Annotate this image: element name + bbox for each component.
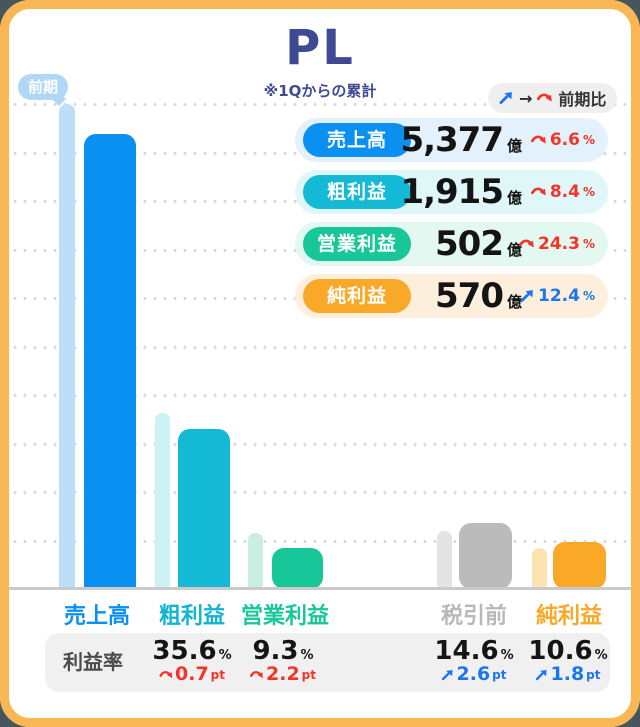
margin-row-label: 利益率 [63,650,123,674]
metric-pill-net-profit: 純利益 [303,279,411,313]
metric-value: 1,915 [400,172,504,212]
legend-prev-comparison-badge: → 前期比 [488,83,618,113]
metric-value: 502 [435,224,504,264]
page-subtitle: ※1Qからの累計 [263,82,377,100]
axis-label-sales: 売上高 [63,604,131,629]
arrow-down-icon [519,239,534,248]
arrow-down-icon [530,135,546,144]
bar-operating-profit-previous [248,533,263,589]
margin-cell-net-profit: 10.6% 1.8 pt [528,636,608,686]
legend-label: 前期比 [558,90,607,109]
bar-operating-profit-current [272,548,323,589]
margin-cell-operating-profit: 9.3% 2.2 pt [250,637,316,685]
margin-cell-pretax: 14.6% 2.6 pt [434,636,514,686]
bar-pretax-previous [437,531,452,589]
arrow-down-icon [530,187,546,196]
gridline [10,443,630,446]
bar-gross-profit-current [178,429,230,589]
axis-baseline [9,587,631,590]
arrow-right-icon: → [519,88,533,108]
arrow-up-icon [442,670,453,681]
bar-sales-current [84,134,136,589]
bar-sales-previous [59,104,75,589]
bar-net-profit-previous [532,548,547,589]
axis-label-pretax: 税引前 [440,604,508,629]
arrow-down-icon [250,671,263,679]
metric-change: 12.4% [520,286,595,306]
metric-unit: 億 [506,293,522,311]
metric-pill-sales: 売上高 [303,123,411,157]
gridline [10,491,630,494]
summary-card-net-profit: 純利益 570 億 12.4% [295,274,608,318]
metric-value: 5,377 [400,120,504,160]
metric-change: 6.6% [530,130,595,150]
summary-card-operating-profit: 営業利益 502 億 24.3% [295,222,608,266]
arrow-down-icon [537,93,553,102]
axis-label-gross-profit: 粗利益 [158,604,226,629]
summary-card-sales: 売上高 5,377 億 6.6% [295,118,608,162]
axis-label-operating-profit: 営業利益 [240,604,330,629]
arrow-up-icon [499,92,512,105]
gridline [10,346,630,349]
arrow-up-icon [520,290,533,303]
margin-cell-gross-profit: 35.6% 0.7 pt [152,636,232,686]
metric-unit: 億 [506,189,522,207]
metric-unit: 億 [506,241,522,259]
gridline [10,540,630,543]
metric-pill-gross-profit: 粗利益 [303,175,411,209]
bar-pretax-current [459,523,512,589]
metric-change: 24.3% [519,234,595,254]
metric-change: 8.4% [530,182,595,202]
metric-value: 570 [435,276,504,316]
page-title: PL [285,20,355,76]
arrow-down-icon [159,671,172,679]
axis-label-net-profit: 純利益 [535,604,603,629]
summary-card-gross-profit: 粗利益 1,915 億 8.4% [295,170,608,214]
bar-net-profit-current [553,542,606,589]
metric-pill-operating-profit: 営業利益 [303,227,411,261]
gridline [10,103,630,106]
prev-period-label: 前期 [27,78,58,96]
metric-unit: 億 [506,137,522,155]
bar-gross-profit-previous [155,413,170,589]
margin-panel: 利益率 35.6% 0.7 pt 9.3% 2.2 pt 14. [45,633,610,692]
prev-period-bubble: 前期 [18,74,68,100]
arrow-up-icon [536,670,547,681]
gridline [10,394,630,397]
